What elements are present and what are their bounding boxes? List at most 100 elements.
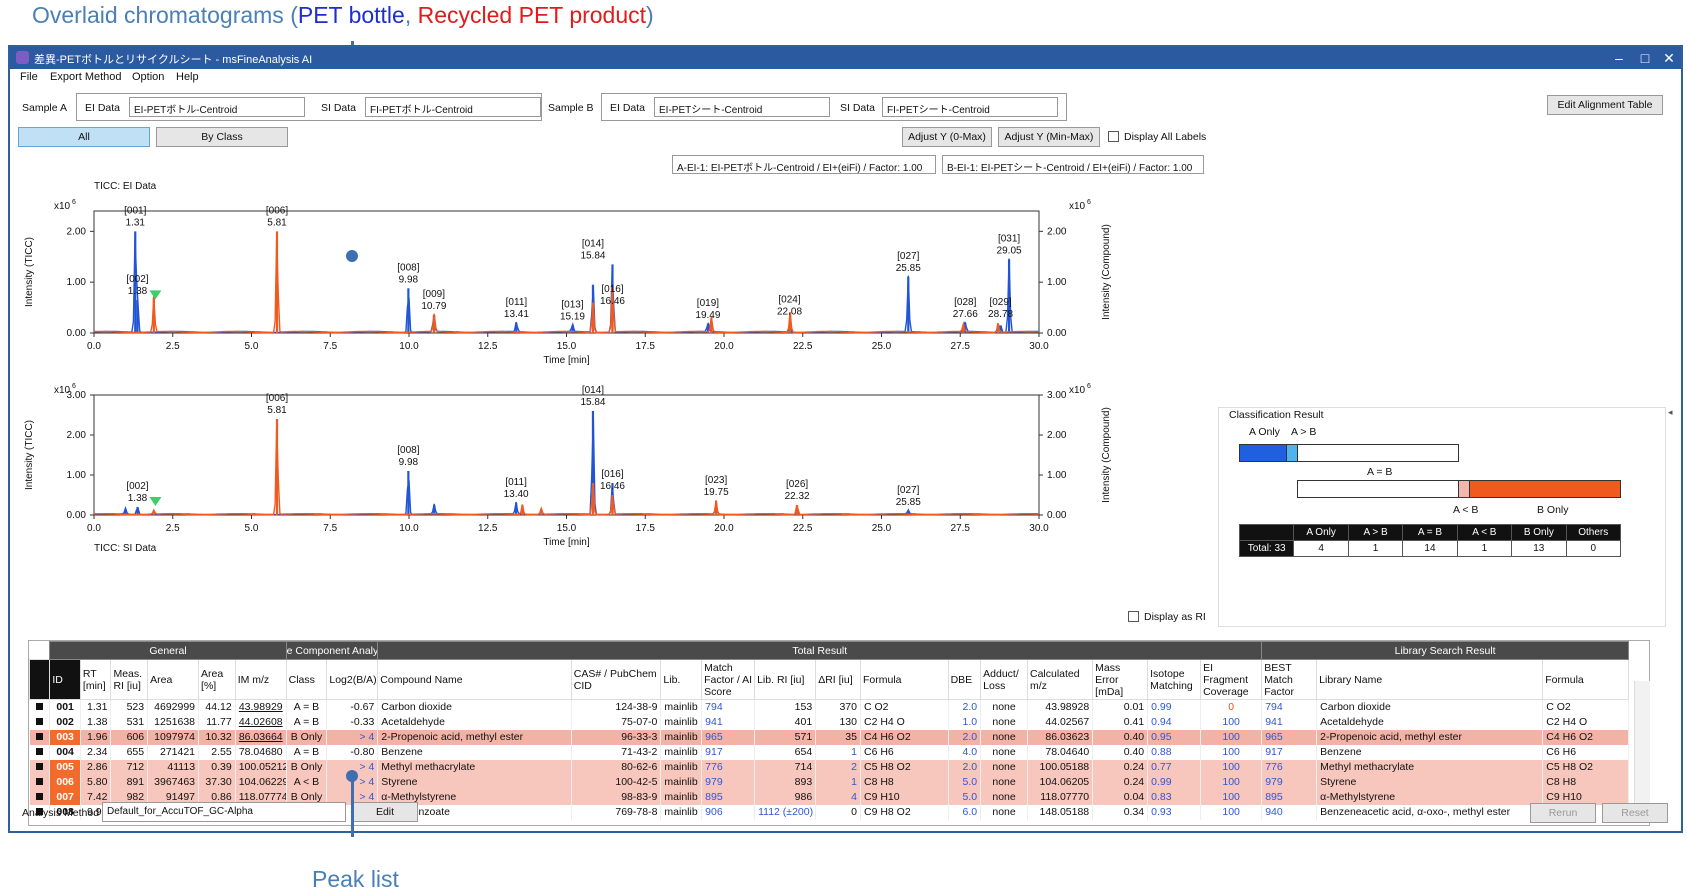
column-header[interactable]: Compound Name <box>377 659 572 700</box>
table-cell: 001 <box>49 699 81 715</box>
all-button[interactable]: All <box>18 127 150 147</box>
menu-export-method[interactable]: Export Method <box>50 71 122 83</box>
sample-b-trace-select[interactable]: B-EI-1: EI-PETシート-Centroid / EI+(eiFi) /… <box>942 155 1204 174</box>
class-count: 13 <box>1511 540 1567 557</box>
sample-a-ei-field[interactable]: EI-PETボトル-Centroid <box>129 97 305 117</box>
column-header[interactable]: Formula <box>1542 659 1629 700</box>
column-header[interactable]: Mass Error [mDa] <box>1092 659 1149 700</box>
table-cell: 891 <box>110 774 149 790</box>
column-header[interactable]: RT [min] <box>79 659 112 700</box>
column-header[interactable]: ΔRI [iu] <box>815 659 861 700</box>
menu-help[interactable]: Help <box>176 71 199 83</box>
by-class-button[interactable]: By Class <box>156 127 288 147</box>
table-row[interactable]: 001 1.31 523 4692999 44.12 43.98929 A = B -0.67… <box>29 699 1629 715</box>
column-header[interactable]: Area [%] <box>198 659 236 700</box>
display-as-ri-checkbox[interactable] <box>1128 611 1139 622</box>
peak-rt-label: 5.81 <box>267 217 287 228</box>
column-header[interactable]: Meas. RI [iu] <box>110 659 149 700</box>
column-header[interactable]: DBE <box>947 659 982 700</box>
table-cell: 271421 <box>147 744 200 760</box>
column-header[interactable]: Log2(B/A) <box>326 659 379 700</box>
window-title: 差異-PETボトルとリサイクルシート - msFineAnalysis AI <box>34 54 313 66</box>
column-header[interactable]: Match Factor / AI Score <box>701 659 756 700</box>
peak-id-label: [001] <box>124 205 146 216</box>
table-row[interactable]: 005 2.86 712 41113 0.39 100.05212 B Only > 4 Met… <box>29 759 1629 775</box>
column-header[interactable]: Area <box>147 659 200 700</box>
class-bar-a-eq-b-bottom <box>1297 480 1459 498</box>
adjust-y-0max-button[interactable]: Adjust Y (0-Max) <box>902 127 992 147</box>
reset-button[interactable]: Reset <box>1602 803 1668 823</box>
sample-b-ei-field[interactable]: EI-PETシート-Centroid <box>654 97 830 117</box>
rerun-button[interactable]: Rerun <box>1530 803 1596 823</box>
column-header[interactable]: Formula <box>859 659 949 700</box>
sample-a-si-field[interactable]: FI-PETボトル-Centroid <box>365 97 541 117</box>
peak-rt-label: 5.81 <box>267 405 287 416</box>
row-marker-icon <box>35 808 43 815</box>
table-row[interactable]: 007 7.42 982 91497 0.86 118.07774 B Only > 4 α-M… <box>29 789 1629 805</box>
table-cell: mainlib <box>660 759 703 775</box>
menu-option[interactable]: Option <box>132 71 165 83</box>
class-count: 1 <box>1347 540 1404 557</box>
column-header[interactable]: Adduct/ Loss <box>980 659 1028 700</box>
table-cell: 940 <box>1261 804 1318 820</box>
table-cell: none <box>980 699 1028 715</box>
column-header[interactable]: Lib. RI [iu] <box>754 659 817 700</box>
table-cell: 44.02608 <box>235 714 287 730</box>
column-header[interactable]: BEST Match Factor <box>1261 659 1318 700</box>
y2-tick-label: 2.00 <box>1047 226 1067 237</box>
row-marker-header <box>29 659 51 700</box>
table-cell: 2.0 <box>948 759 982 775</box>
row-marker-icon <box>35 748 43 755</box>
adjust-y-minmax-button[interactable]: Adjust Y (Min-Max) <box>998 127 1100 147</box>
peak-id-label: [013] <box>561 299 583 310</box>
table-row[interactable]: 002 1.38 531 1251638 11.77 44.02608 A = B -0.33… <box>29 714 1629 730</box>
table-cell: 776 <box>1261 759 1318 775</box>
table-cell: 0.24 <box>1092 774 1149 790</box>
table-cell: 10.32 <box>198 729 236 745</box>
peak-rt-label: 15.84 <box>580 250 605 261</box>
x-tick-label: 0.0 <box>87 341 101 352</box>
table-cell: 148.05188 <box>1027 804 1094 820</box>
display-all-labels-label: Display All Labels <box>1124 131 1207 143</box>
column-header[interactable]: ID <box>49 659 81 700</box>
table-cell: 2 <box>815 759 861 775</box>
column-header[interactable]: Library Name <box>1316 659 1544 700</box>
analysis-method-field[interactable]: Default_for_AccuTOF_GC-Alpha <box>102 802 346 822</box>
table-cell: 571 <box>754 729 817 745</box>
peak-id-label: [028] <box>954 297 976 308</box>
class-header: A = B <box>1402 524 1458 541</box>
table-cell: mainlib <box>660 744 703 760</box>
column-header[interactable]: Class <box>285 659 328 700</box>
column-header[interactable]: EI Fragment Coverage <box>1200 659 1263 700</box>
column-header[interactable]: Lib. <box>660 659 703 700</box>
edit-button[interactable]: Edit <box>352 802 418 822</box>
column-header[interactable]: Isotope Matching <box>1147 659 1202 700</box>
collapse-panel-icon[interactable]: ◂ <box>1668 407 1673 417</box>
close-icon[interactable]: ✕ <box>1663 50 1675 66</box>
edit-alignment-table-button[interactable]: Edit Alignment Table <box>1547 95 1663 115</box>
y-tick-label: 1.00 <box>67 277 87 288</box>
column-header[interactable]: IM m/z <box>234 659 287 700</box>
menu-bar: File Export Method Option Help <box>10 69 1681 87</box>
column-header[interactable]: CAS# / PubChem CID <box>570 659 662 700</box>
column-header[interactable]: Calculated m/z <box>1026 659 1094 700</box>
peak-id-label: [019] <box>697 298 719 309</box>
vertical-scrollbar[interactable] <box>1634 681 1650 821</box>
menu-file[interactable]: File <box>20 71 38 83</box>
row-marker <box>29 729 51 745</box>
sample-a-trace-select[interactable]: A-EI-1: EI-PETボトル-Centroid / EI+(eiFi) /… <box>672 155 936 174</box>
display-all-labels-checkbox[interactable] <box>1108 131 1119 142</box>
maximize-icon[interactable]: □ <box>1640 50 1650 66</box>
table-cell: 0.40 <box>1092 744 1149 760</box>
sample-b-si-field[interactable]: FI-PETシート-Centroid <box>882 97 1058 117</box>
minimize-icon[interactable]: – <box>1615 50 1623 66</box>
table-cell: 008 <box>49 804 81 820</box>
class-header: A Only <box>1293 524 1349 541</box>
table-row[interactable]: 004 2.34 655 271421 2.55 78.04680 A = B -0.80 Be… <box>29 744 1629 760</box>
row-marker-icon <box>35 793 43 800</box>
table-cell: 98-83-9 <box>571 789 662 805</box>
peak-rt-label: 25.85 <box>896 263 921 274</box>
table-cell: 655 <box>110 744 149 760</box>
